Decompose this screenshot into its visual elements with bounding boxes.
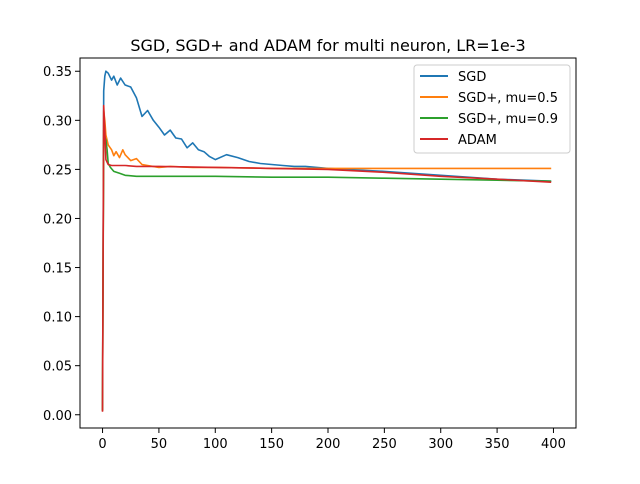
series-layer xyxy=(101,70,552,412)
x-tick-label: 250 xyxy=(372,437,397,452)
legend-frame xyxy=(413,64,571,154)
y-tick-label: 0.15 xyxy=(43,262,72,277)
chart-title: SGD, SGD+ and ADAM for multi neuron, LR=… xyxy=(130,36,525,55)
legend: SGD SGD+, mu=0.5 SGD+, mu=0.9 ADAM xyxy=(413,64,571,154)
series-line-2 xyxy=(101,109,552,411)
x-tick-label: 50 xyxy=(151,437,168,452)
x-tick-label: 0 xyxy=(98,437,106,452)
x-tick-label: 400 xyxy=(541,437,566,452)
x-tick-label: 300 xyxy=(428,437,453,452)
y-tick-label: 0.30 xyxy=(43,114,72,129)
series-line-4 xyxy=(101,104,552,412)
legend-label-adam: ADAM xyxy=(458,133,497,148)
legend-label-sgd-plus-mu-05: SGD+, mu=0.5 xyxy=(458,91,558,106)
x-tick-label: 100 xyxy=(203,437,228,452)
y-axis: 0.00 0.05 0.10 0.15 0.20 0.25 0.30 0.35 xyxy=(43,65,80,424)
legend-label-sgd: SGD xyxy=(458,70,486,85)
series-line-3 xyxy=(101,129,552,411)
y-tick-label: 0.35 xyxy=(43,65,72,80)
x-tick-label: 150 xyxy=(259,437,284,452)
y-tick-label: 0.20 xyxy=(43,212,72,227)
y-tick-label: 0.10 xyxy=(43,311,72,326)
y-tick-label: 0.25 xyxy=(43,163,72,178)
x-axis: 0 50 100 150 200 250 300 350 400 xyxy=(98,428,566,452)
x-tick-label: 350 xyxy=(485,437,510,452)
y-tick-label: 0.05 xyxy=(43,360,72,375)
series-line-1 xyxy=(101,70,552,410)
legend-label-sgd-plus-mu-09: SGD+, mu=0.9 xyxy=(458,112,558,127)
x-tick-label: 200 xyxy=(316,437,341,452)
y-tick-label: 0.00 xyxy=(43,409,72,424)
